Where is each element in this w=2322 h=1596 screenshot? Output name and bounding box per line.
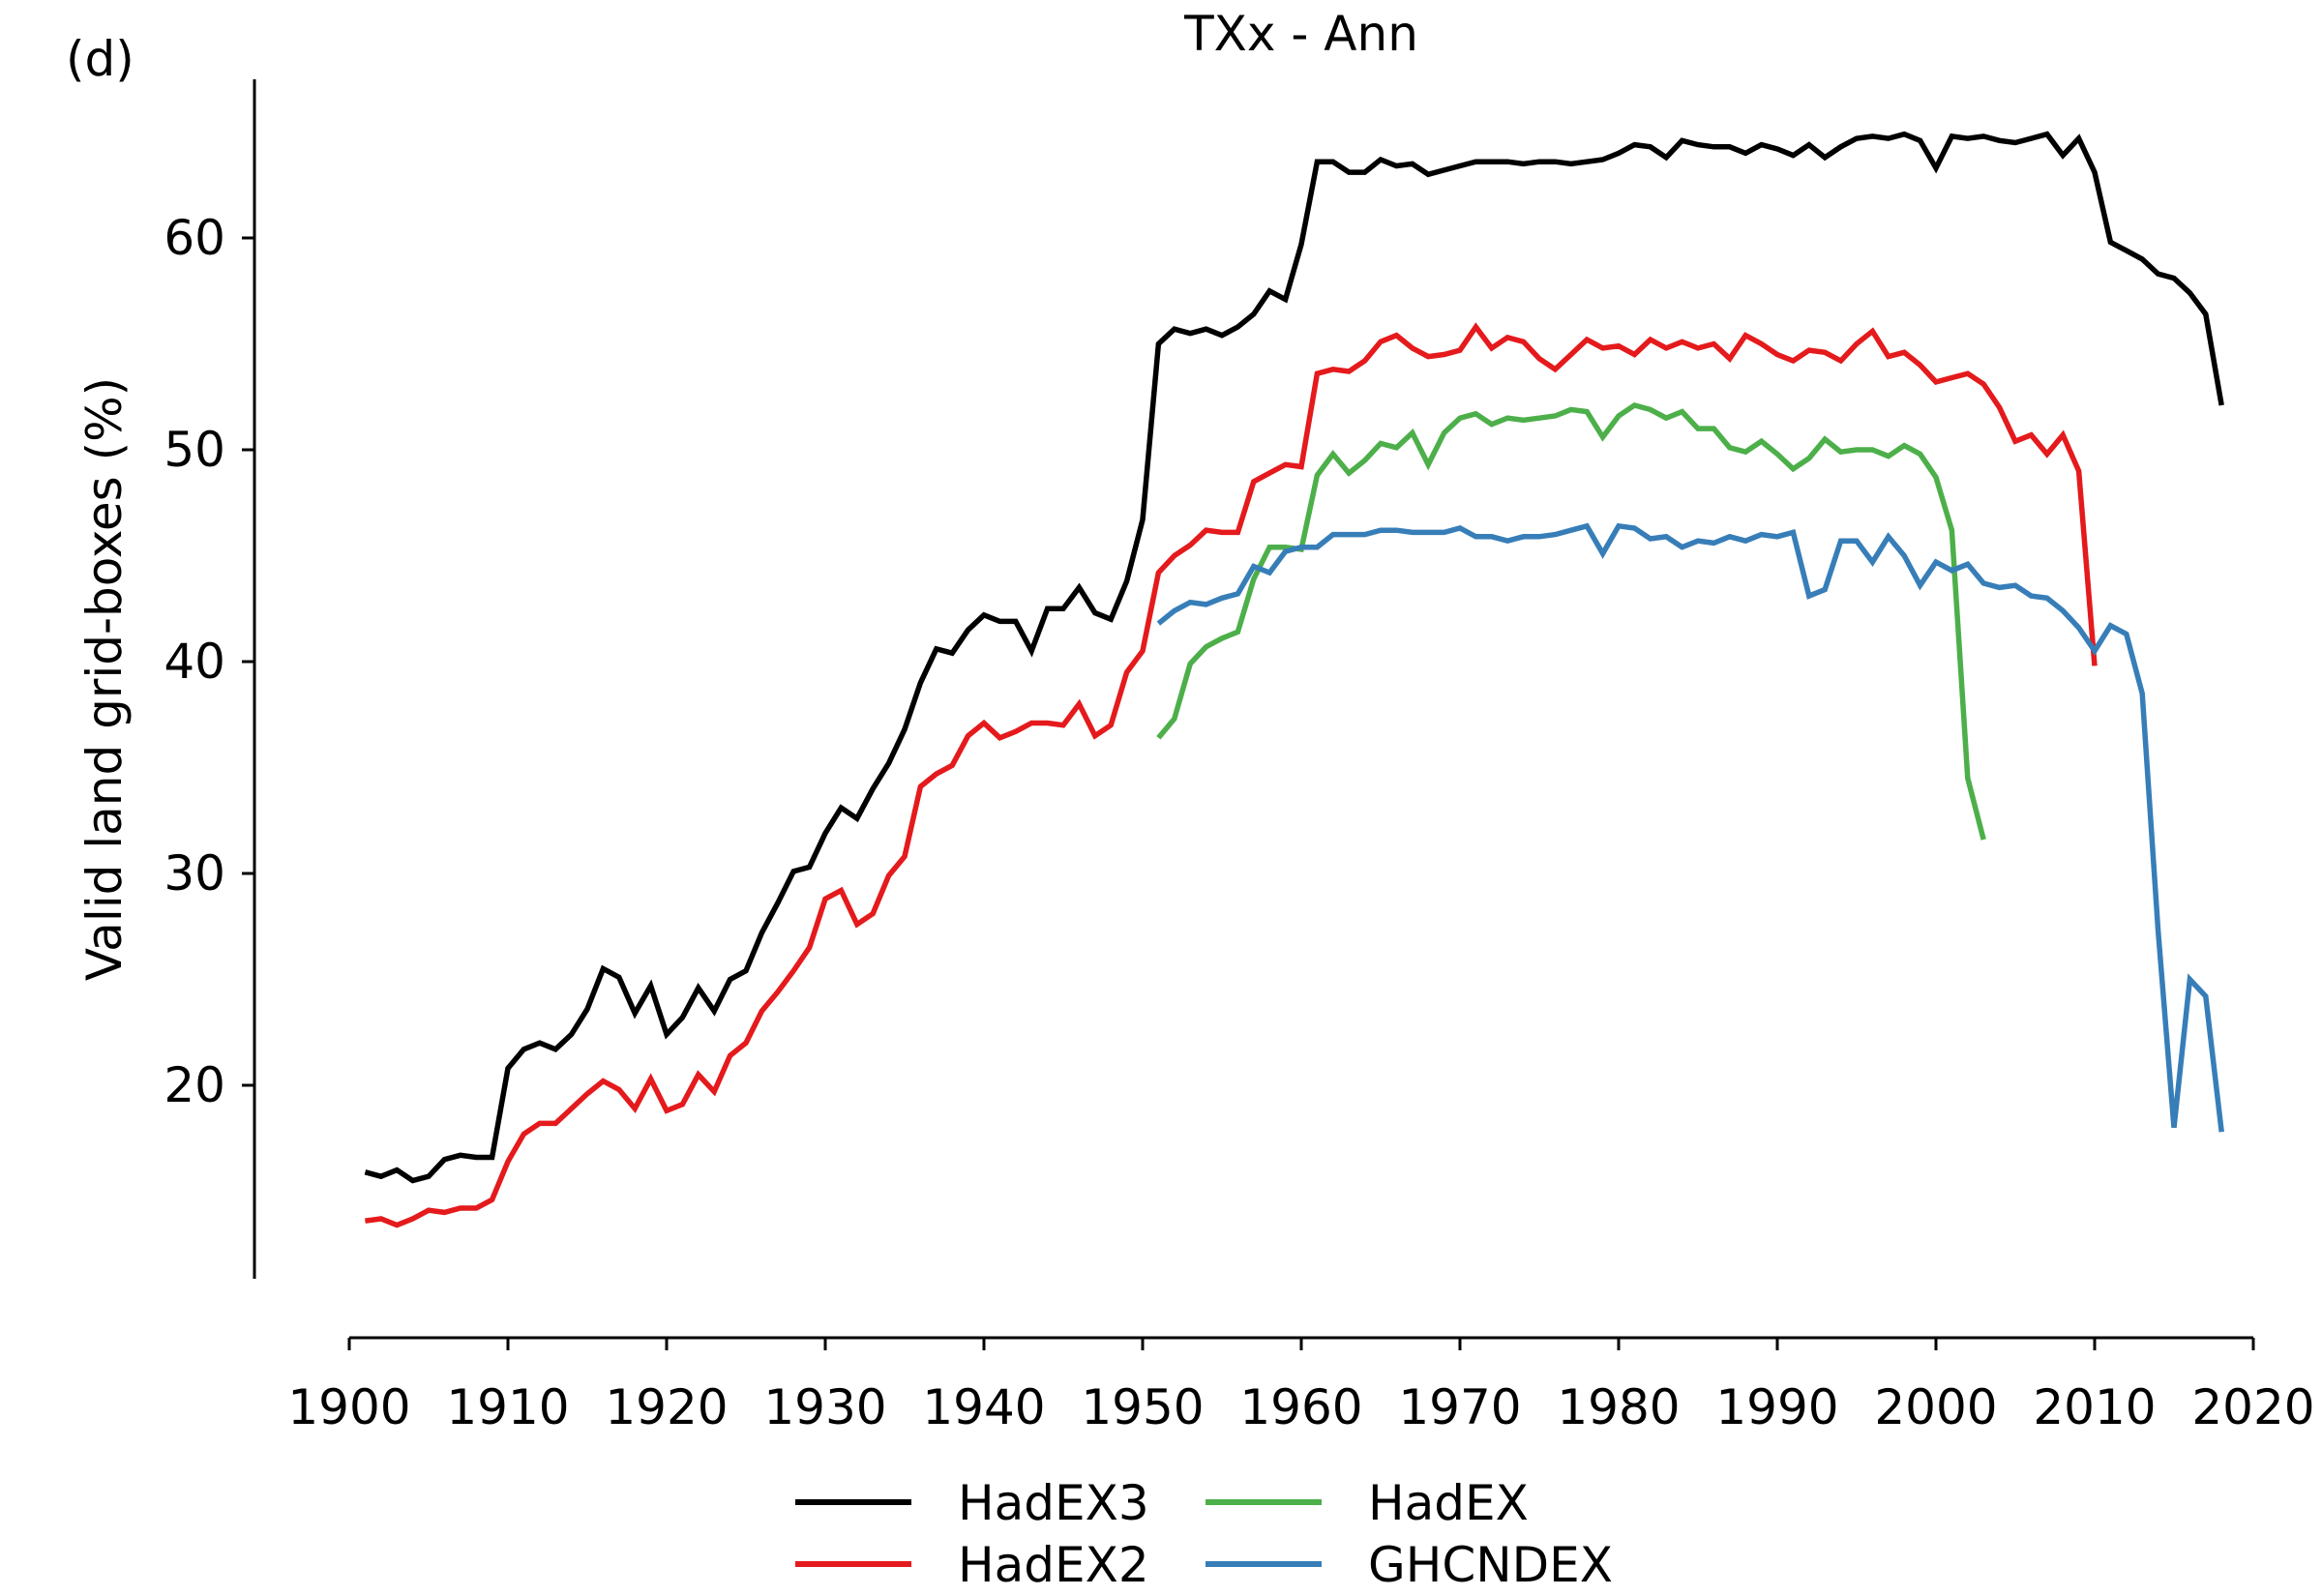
x-tick-label: 1930 (763, 1379, 886, 1435)
legend-item-hadex3: HadEX3 (795, 1475, 1149, 1531)
x-tick-label: 2000 (1874, 1379, 1997, 1435)
legend-item-hadex2: HadEX2 (795, 1537, 1149, 1593)
series-line-hadex3 (364, 131, 2224, 1184)
x-tick-label: 1940 (922, 1379, 1045, 1435)
x-tick-label: 1950 (1081, 1379, 1204, 1435)
x-tick-label: 1980 (1557, 1379, 1680, 1435)
x-tick-label: 1910 (446, 1379, 569, 1435)
x-tick-label: 1920 (605, 1379, 728, 1435)
x-tick-label: 2020 (2191, 1379, 2314, 1435)
legend-label: GHCNDEX (1368, 1537, 1613, 1593)
y-tick-label: 30 (164, 845, 225, 901)
y-axis-label: Valid land grid-boxes (%) (76, 377, 133, 981)
panel-label: (d) (66, 31, 134, 87)
legend-label: HadEX3 (958, 1475, 1149, 1531)
x-tick-label: 1900 (287, 1379, 410, 1435)
legend-item-ghcndex: GHCNDEX (1206, 1537, 1613, 1593)
y-ticks: 20 30 40 50 60 (164, 210, 254, 1113)
x-ticks: 1900 1910 1920 1930 1940 1950 1960 1970 1980 1990… (287, 1338, 2315, 1435)
x-tick-label: 2010 (2033, 1379, 2156, 1435)
y-tick-label: 40 (164, 634, 225, 690)
legend-label: HadEX (1368, 1475, 1529, 1531)
y-tick-label: 60 (164, 210, 225, 266)
chart-title: TXx - Ann (1183, 6, 1418, 62)
series-line-hadex2 (365, 322, 2098, 1228)
x-tick-label: 1970 (1398, 1379, 1521, 1435)
y-tick-label: 50 (164, 422, 225, 478)
x-tick-label: 1960 (1239, 1379, 1362, 1435)
legend-item-hadex: HadEX (1206, 1475, 1529, 1531)
legend: HadEX3 HadEX2 HadEX GHCNDEX (795, 1475, 1613, 1593)
series-lines (364, 131, 2224, 1228)
series-line-hadex (1156, 402, 1986, 841)
series-line-ghcndex (1156, 522, 2224, 1133)
y-tick-label: 20 (164, 1057, 225, 1113)
legend-label: HadEX2 (958, 1537, 1149, 1593)
x-tick-label: 1990 (1715, 1379, 1838, 1435)
